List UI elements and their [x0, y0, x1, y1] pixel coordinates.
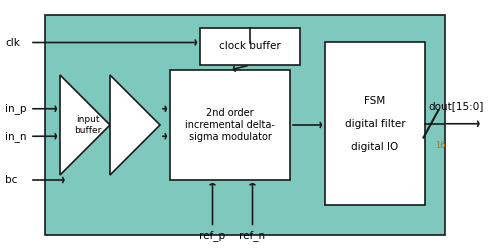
Text: in_p: in_p — [5, 103, 26, 114]
Text: ref_n: ref_n — [240, 230, 266, 241]
FancyBboxPatch shape — [45, 15, 445, 235]
Text: 16: 16 — [435, 141, 446, 150]
FancyBboxPatch shape — [325, 42, 425, 205]
Text: input
buffer: input buffer — [74, 115, 101, 135]
Text: in_n: in_n — [5, 131, 26, 142]
Text: bc: bc — [5, 175, 18, 185]
Text: dout[15:0]: dout[15:0] — [428, 101, 484, 111]
Polygon shape — [60, 75, 110, 175]
Text: ref_p: ref_p — [200, 230, 226, 241]
Text: clock buffer: clock buffer — [219, 41, 281, 51]
FancyBboxPatch shape — [170, 70, 290, 180]
FancyBboxPatch shape — [200, 28, 300, 65]
Polygon shape — [110, 75, 160, 175]
Text: clk: clk — [5, 38, 20, 48]
Text: FSM

digital filter

digital IO: FSM digital filter digital IO — [344, 96, 406, 152]
Text: 2nd order
incremental delta-
sigma modulator: 2nd order incremental delta- sigma modul… — [185, 108, 275, 142]
